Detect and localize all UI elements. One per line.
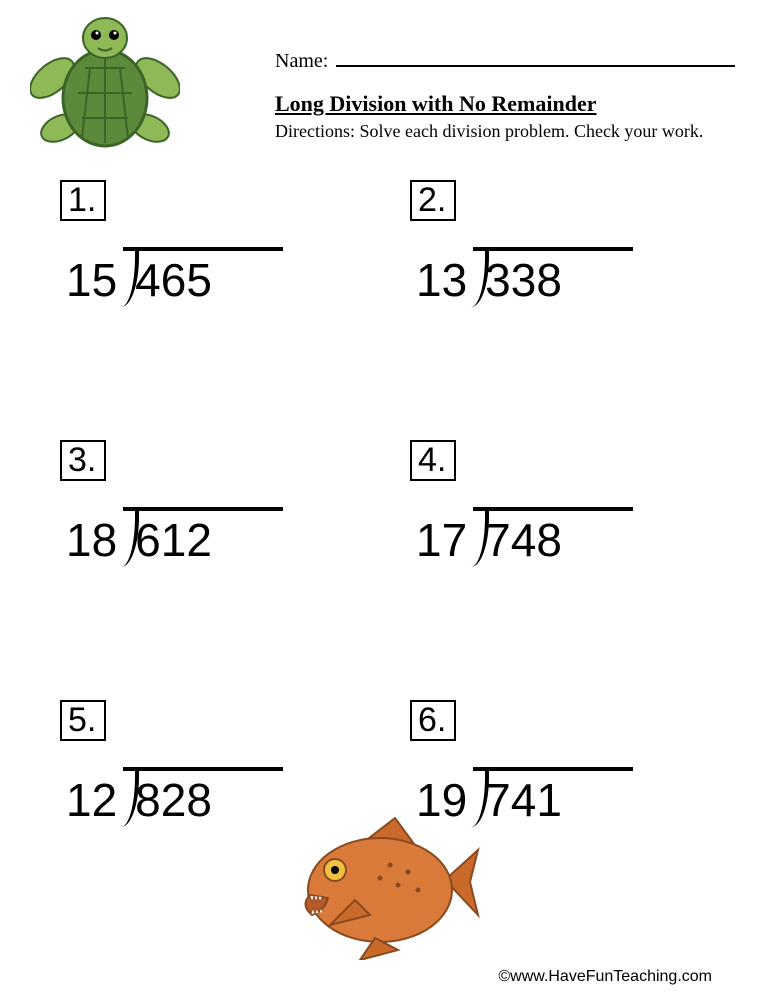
turtle-decoration: [30, 8, 180, 158]
name-label: Name:: [275, 50, 328, 73]
divisor: 12: [66, 757, 119, 827]
dividend-bracket: 741: [469, 757, 562, 827]
fish-icon: [280, 810, 480, 960]
problem-4: 4. 17 748: [390, 430, 740, 690]
dividend-bracket: 465: [119, 237, 212, 307]
name-input-line[interactable]: [336, 65, 735, 67]
dividend-bracket: 748: [469, 497, 562, 567]
dividend-bracket: 612: [119, 497, 212, 567]
copyright-footer: ©www.HaveFunTeaching.com: [498, 968, 712, 986]
problem-number: 5.: [60, 700, 106, 741]
division-expression: 13 338: [416, 237, 720, 307]
worksheet-title: Long Division with No Remainder: [275, 91, 735, 117]
problem-number: 2.: [410, 180, 456, 221]
problem-number: 6.: [410, 700, 456, 741]
turtle-icon: [30, 8, 180, 158]
dividend: 748: [485, 514, 562, 566]
division-expression: 18 612: [66, 497, 370, 567]
dividend: 465: [135, 254, 212, 306]
divisor: 13: [416, 237, 469, 307]
dividend: 338: [485, 254, 562, 306]
problem-number: 4.: [410, 440, 456, 481]
dividend: 828: [135, 774, 212, 826]
worksheet-directions: Directions: Solve each division problem.…: [275, 121, 735, 142]
dividend-bracket: 338: [469, 237, 562, 307]
worksheet-header: Name: Long Division with No Remainder Di…: [275, 50, 735, 142]
problem-number: 3.: [60, 440, 106, 481]
dividend: 612: [135, 514, 212, 566]
divisor: 15: [66, 237, 119, 307]
dividend: 741: [485, 774, 562, 826]
division-expression: 17 748: [416, 497, 720, 567]
problem-number: 1.: [60, 180, 106, 221]
problem-3: 3. 18 612: [40, 430, 390, 690]
fish-decoration: [280, 810, 480, 960]
divisor: 17: [416, 497, 469, 567]
name-field-row: Name:: [275, 50, 735, 73]
divisor: 18: [66, 497, 119, 567]
problem-2: 2. 13 338: [390, 170, 740, 430]
division-expression: 15 465: [66, 237, 370, 307]
dividend-bracket: 828: [119, 757, 212, 827]
problem-1: 1. 15 465: [40, 170, 390, 430]
